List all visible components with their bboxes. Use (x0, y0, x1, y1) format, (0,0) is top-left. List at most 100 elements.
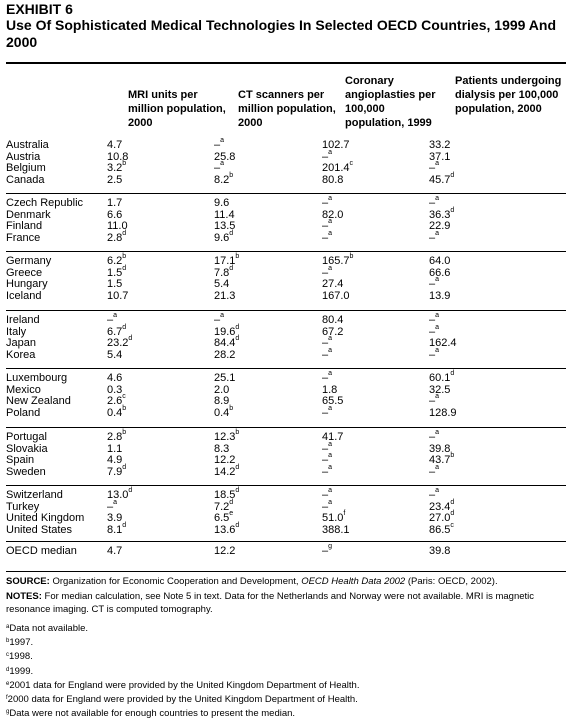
cell-country: Turkey (6, 501, 39, 513)
cell-mri: 8.1d (107, 522, 126, 537)
cell-coronary: 80.8 (322, 174, 343, 186)
cell-coronary: 201.4c (322, 160, 353, 175)
cell-dialysis: 33.2 (429, 139, 450, 151)
cell-value: 13.0 (107, 489, 129, 501)
cell-coronary: 51.0f (322, 510, 345, 524)
cell-ct: 7.2d (214, 499, 233, 513)
cell-country: Mexico (6, 384, 41, 396)
footnote: b1997. (6, 636, 566, 649)
cell-value: 7.2 (214, 500, 230, 513)
cell-value: – (429, 489, 436, 501)
footnote: aData not available. (6, 622, 566, 635)
cell-country: New Zealand (6, 395, 71, 407)
cell-value: 13.5 (214, 220, 236, 233)
source-note: SOURCE: Organization for Economic Cooper… (6, 575, 566, 588)
cell-dialysis: 32.5 (429, 384, 450, 396)
cell-value: 80.8 (322, 174, 344, 187)
cell-value: 2.8 (107, 431, 123, 443)
footnote: e2001 data for England were provided by … (6, 679, 566, 692)
cell-value: 1.8 (322, 383, 338, 396)
cell-dialysis: 60.1d (429, 370, 455, 384)
cell-coronary: 165.7b (322, 253, 353, 267)
footnote-mark: a (435, 160, 440, 168)
source-text-after: (Paris: OECD, 2002). (405, 576, 498, 587)
cell-value: Ireland (6, 314, 40, 326)
cell-value: 102.7 (322, 139, 350, 151)
cell-country: Sweden (6, 466, 46, 478)
footnote-mark: d (450, 172, 455, 180)
cell-value: – (429, 314, 436, 326)
footnote-mark: b (229, 172, 234, 180)
footnote-mark: d (122, 264, 127, 272)
cell-coronary: –a (322, 347, 332, 361)
cell-country: Austria (6, 151, 40, 163)
cell-country: Czech Republic (6, 197, 83, 209)
cell-ct: 9.6d (214, 230, 233, 244)
cell-value: Denmark (6, 208, 51, 221)
cell-value: 12.2 (214, 545, 236, 557)
footnote-mark: d (235, 323, 240, 331)
cell-dialysis: 45.7d (429, 172, 455, 186)
group-divider (6, 427, 566, 428)
cell-dialysis: 66.6 (429, 267, 450, 279)
cell-dialysis: 22.9 (429, 220, 450, 232)
cell-mri: 2.8b (107, 429, 126, 443)
footnote-mark: a (435, 312, 440, 319)
cell-value: 8.2 (214, 174, 230, 187)
footnote-text: Data not available. (9, 623, 89, 634)
cell-mri: 5.4 (107, 349, 122, 361)
footnote-text: 1998. (9, 651, 33, 663)
cell-ct: –a (214, 160, 224, 175)
cell-value: – (322, 220, 329, 233)
cell-value: – (322, 442, 329, 455)
cell-value: 43.7 (429, 454, 451, 467)
cell-value: 201.4 (322, 162, 350, 175)
cell-coronary: 80.4 (322, 314, 343, 326)
footnote-mark: a (435, 429, 440, 436)
cell-coronary: –a (322, 498, 333, 513)
cell-value: 60.1 (429, 372, 451, 384)
cell-country: Denmark (6, 209, 51, 221)
exhibit-title: Use Of Sophisticated Medical Technologie… (6, 17, 557, 50)
cell-value: 37.1 (429, 150, 451, 163)
cell-value: 2.8 (107, 232, 123, 245)
cell-value: – (214, 162, 221, 175)
cell-value: 8.3 (214, 442, 230, 455)
cell-coronary: 82.0 (322, 209, 343, 221)
cell-value: 0.4 (107, 407, 123, 420)
footnote-mark: d (450, 510, 455, 518)
col-header-ct: CT scanners per million population, 2000 (238, 89, 336, 129)
cell-coronary: –a (322, 149, 332, 163)
cell-dialysis: –a (429, 195, 439, 209)
cell-mri: 3.2b (107, 160, 126, 174)
cell-value: 13.9 (429, 290, 451, 303)
footnote-mark: b (122, 405, 127, 413)
cell-value: – (322, 197, 329, 209)
cell-coronary: –a (322, 265, 332, 279)
cell-value: – (322, 407, 329, 420)
group-divider (6, 251, 566, 252)
cell-value: 12.3 (214, 431, 236, 443)
cell-value: 8.1 (107, 524, 123, 537)
cell-dialysis: –a (429, 429, 440, 443)
footnote: d1999. (6, 665, 566, 678)
cell-value: 14.2 (214, 466, 236, 479)
cell-country: Poland (6, 407, 40, 419)
footnote-mark: a (113, 312, 118, 319)
cell-country: Australia (6, 139, 49, 151)
cell-value: Hungary (6, 278, 48, 291)
cell-dialysis: 162.4 (429, 337, 457, 349)
footnote-mark: a (328, 230, 333, 238)
cell-coronary: 41.7 (322, 431, 343, 443)
footnote-mark: a (328, 370, 333, 377)
cell-value: 19.6 (214, 325, 236, 338)
footnote-mark: d (6, 666, 10, 673)
cell-coronary: 102.7 (322, 139, 350, 151)
cell-value: – (322, 266, 329, 279)
cell-ct: –a (214, 137, 224, 151)
footnote-mark: d (450, 370, 455, 377)
cell-value: 23.2 (107, 337, 129, 350)
cell-value: – (429, 466, 436, 479)
footnote-mark: a (328, 498, 333, 506)
top-rule (6, 62, 566, 64)
